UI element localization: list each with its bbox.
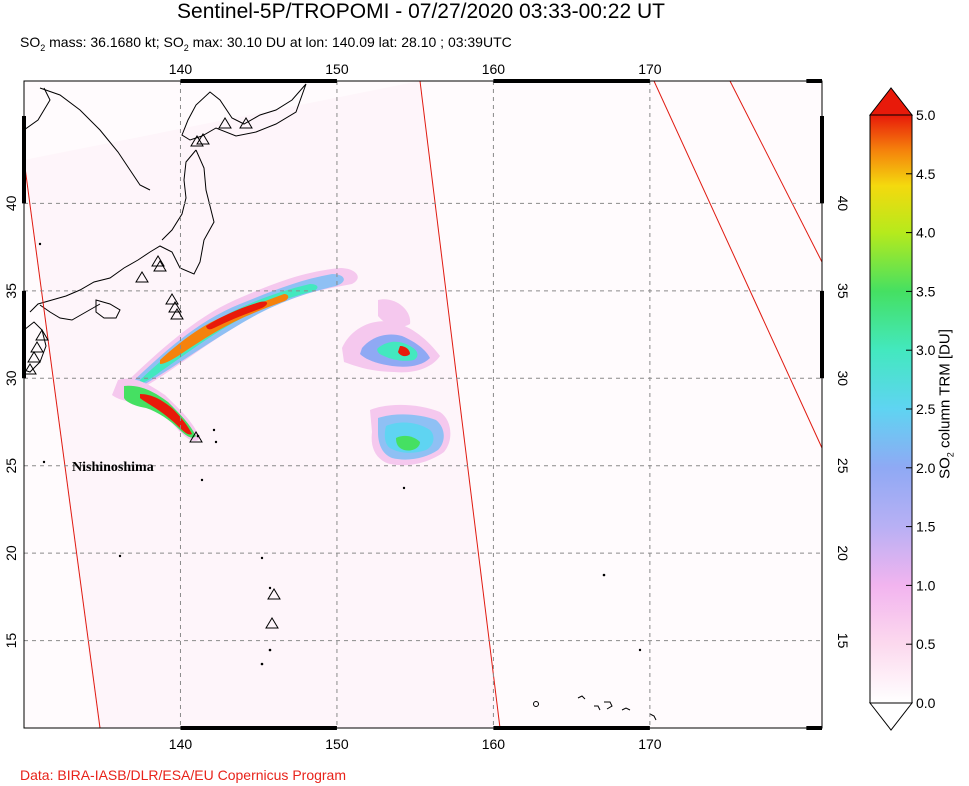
- colorbar-tick-label: 3.0: [916, 342, 936, 358]
- colorbar-tick-label: 2.0: [916, 460, 936, 476]
- triangle-icon: [23, 363, 37, 375]
- colorbar-tick-label: 4.5: [916, 166, 936, 182]
- axis-labels: 140 140 150 150 160 160 170 170 15 15 20 20 25 25 30 30…: [3, 61, 851, 752]
- triangle-icon: [30, 341, 44, 353]
- triangle-icon: [190, 135, 204, 147]
- map-frame: [23, 80, 823, 729]
- swath-haze: [24, 81, 500, 728]
- colorbar: 0.0 0.5 1.0 1.5 2.0 2.5 3.0 3.5 4.0 4.5 5.0: [868, 87, 936, 731]
- lat-tick-label-right: 40: [835, 196, 851, 212]
- volcano-label: Nishinoshima: [72, 460, 154, 475]
- triangle-icon: [267, 588, 281, 600]
- volcano-markers: [23, 117, 281, 629]
- triangle-icon: [165, 293, 179, 305]
- lat-tick-label-left: 20: [3, 545, 19, 561]
- lat-tick-label-left: 30: [3, 370, 19, 386]
- colorbar-tick-label: 2.5: [916, 401, 936, 417]
- triangle-icon: [151, 255, 165, 267]
- colorbar-tick-label: 1.0: [916, 577, 936, 593]
- triangle-icon: [170, 308, 184, 320]
- triangle-icon: [27, 351, 41, 363]
- lon-tick-label-top: 140: [169, 61, 193, 77]
- lat-tick-label-left: 35: [3, 283, 19, 299]
- lat-tick-label-right: 25: [835, 458, 851, 474]
- colorbar-tick-label: 5.0: [916, 107, 936, 123]
- triangle-icon: [153, 260, 167, 272]
- lon-tick-label-top: 170: [638, 61, 662, 77]
- triangle-icon: [189, 431, 203, 443]
- lat-tick-label-right: 15: [835, 633, 851, 649]
- lat-tick-label-left: 40: [3, 195, 19, 211]
- lon-tick-label-bottom: 170: [638, 736, 662, 752]
- triangle-icon: [239, 117, 253, 129]
- lon-tick-label-top: 160: [482, 61, 506, 77]
- triangle-icon: [135, 271, 149, 283]
- lon-tick-label-bottom: 140: [169, 736, 193, 752]
- colorbar-tick-label: 3.5: [916, 283, 936, 299]
- map-subtitle: SO2 mass: 36.1680 kt; SO2 max: 30.10 DU …: [20, 34, 512, 53]
- lat-tick-label-left: 15: [3, 633, 19, 649]
- colorbar-label: SO2 column TRM [DU]: [936, 329, 956, 479]
- coastline: [24, 83, 307, 373]
- lat-tick-label-right: 35: [835, 283, 851, 299]
- lat-tick-label-left: 25: [3, 458, 19, 474]
- so2-plume: [112, 268, 451, 466]
- colorbar-bar: [869, 114, 913, 704]
- frame-ticks: [22, 79, 824, 730]
- triangle-icon: [265, 617, 279, 629]
- map-title: Sentinel-5P/TROPOMI - 07/27/2020 03:33-0…: [177, 0, 665, 23]
- triangle-icon: [35, 329, 49, 341]
- lon-tick-label-bottom: 160: [482, 736, 506, 752]
- islands-south: [533, 695, 657, 721]
- colorbar-max-triangle: [868, 87, 914, 116]
- triangle-icon: [218, 117, 232, 129]
- colorbar-tick-label: 0.0: [916, 695, 936, 711]
- lon-tick-label-top: 150: [325, 61, 349, 77]
- colorbar-min-triangle: [868, 702, 914, 731]
- graticule: [24, 81, 822, 728]
- data-credit: Data: BIRA-IASB/DLR/ESA/EU Copernicus Pr…: [20, 767, 347, 783]
- lat-tick-label-right: 30: [835, 370, 851, 386]
- orbit-edges: [24, 81, 822, 728]
- colorbar-tick-label: 1.5: [916, 519, 936, 535]
- colorbar-tick-label: 0.5: [916, 636, 936, 652]
- lon-tick-label-bottom: 150: [325, 736, 349, 752]
- colorbar-tick-label: 4.0: [916, 225, 936, 241]
- triangle-icon: [196, 133, 210, 145]
- lat-tick-label-right: 20: [835, 545, 851, 561]
- islands: [38, 242, 642, 666]
